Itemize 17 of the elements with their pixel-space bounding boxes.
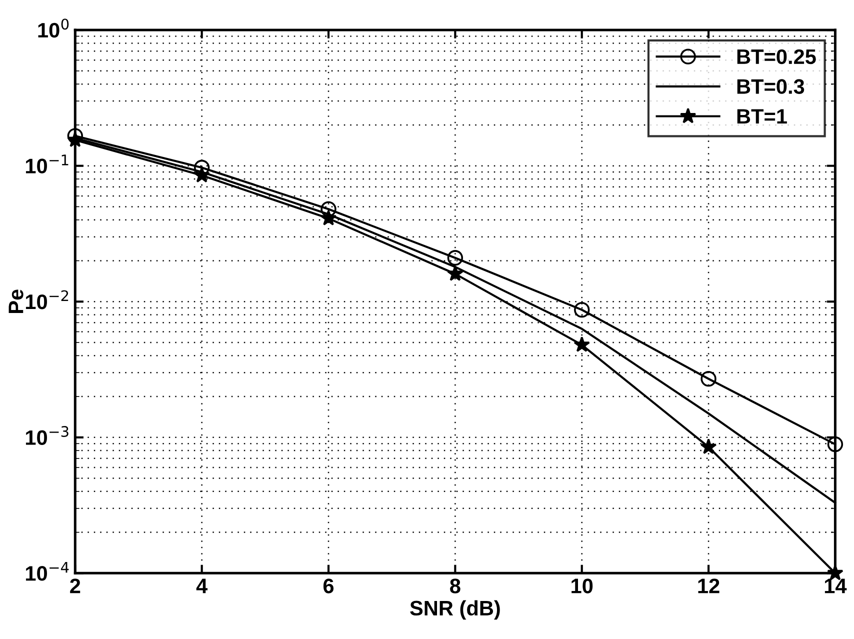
x-tick-label: 6	[323, 578, 334, 594]
y-tick-label: 10$^{−3}$	[26, 426, 68, 445]
legend-label: BT=0.25	[737, 49, 816, 64]
legend-label: BT=1	[737, 109, 787, 124]
x-tick-label: 14	[824, 578, 847, 594]
y-tick-label: 10$^{−1}$	[26, 154, 68, 174]
x-tick-label: 8	[450, 578, 460, 594]
y-tick-label: 10$^{−2}$	[26, 290, 68, 310]
y-axis-title: Pe	[8, 290, 24, 313]
legend-label: BT=0.3	[737, 79, 804, 94]
x-tick-label: 10	[572, 578, 593, 594]
y-tick-label: 10$^{−4}$	[26, 562, 69, 581]
y-tick-label: 10$^{0}$	[38, 18, 69, 38]
x-axis-title: SNR (dB)	[410, 600, 500, 620]
x-tick-label: 12	[698, 578, 720, 594]
x-tick-label: 2	[70, 578, 80, 594]
x-tick-label: 4	[196, 578, 208, 594]
